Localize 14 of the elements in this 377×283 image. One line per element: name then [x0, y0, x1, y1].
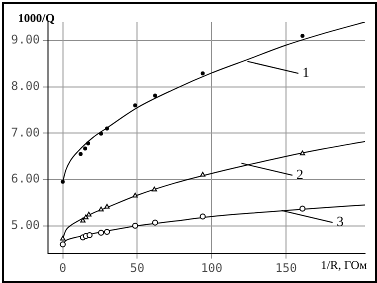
y-tick-label: 6.00	[10, 172, 40, 186]
y-tick-label: 9.00	[10, 32, 40, 47]
annotation: 3	[336, 215, 344, 230]
x-tick-label: 150	[275, 260, 297, 275]
x-axis-title: 1/R, ГОм	[320, 258, 368, 272]
y-axis-title: 1000/Q	[18, 11, 55, 26]
annotation: 2	[296, 168, 304, 183]
x-tick-label: 50	[130, 260, 144, 275]
y-tick-label: 7.00	[10, 125, 40, 140]
x-tick-label: 0	[59, 260, 66, 275]
x-tick-label: 100	[200, 260, 223, 275]
annotation: 1	[302, 66, 310, 82]
y-tick-label: 5.00	[10, 218, 40, 232]
y-tick-label: 8.00	[10, 78, 40, 93]
